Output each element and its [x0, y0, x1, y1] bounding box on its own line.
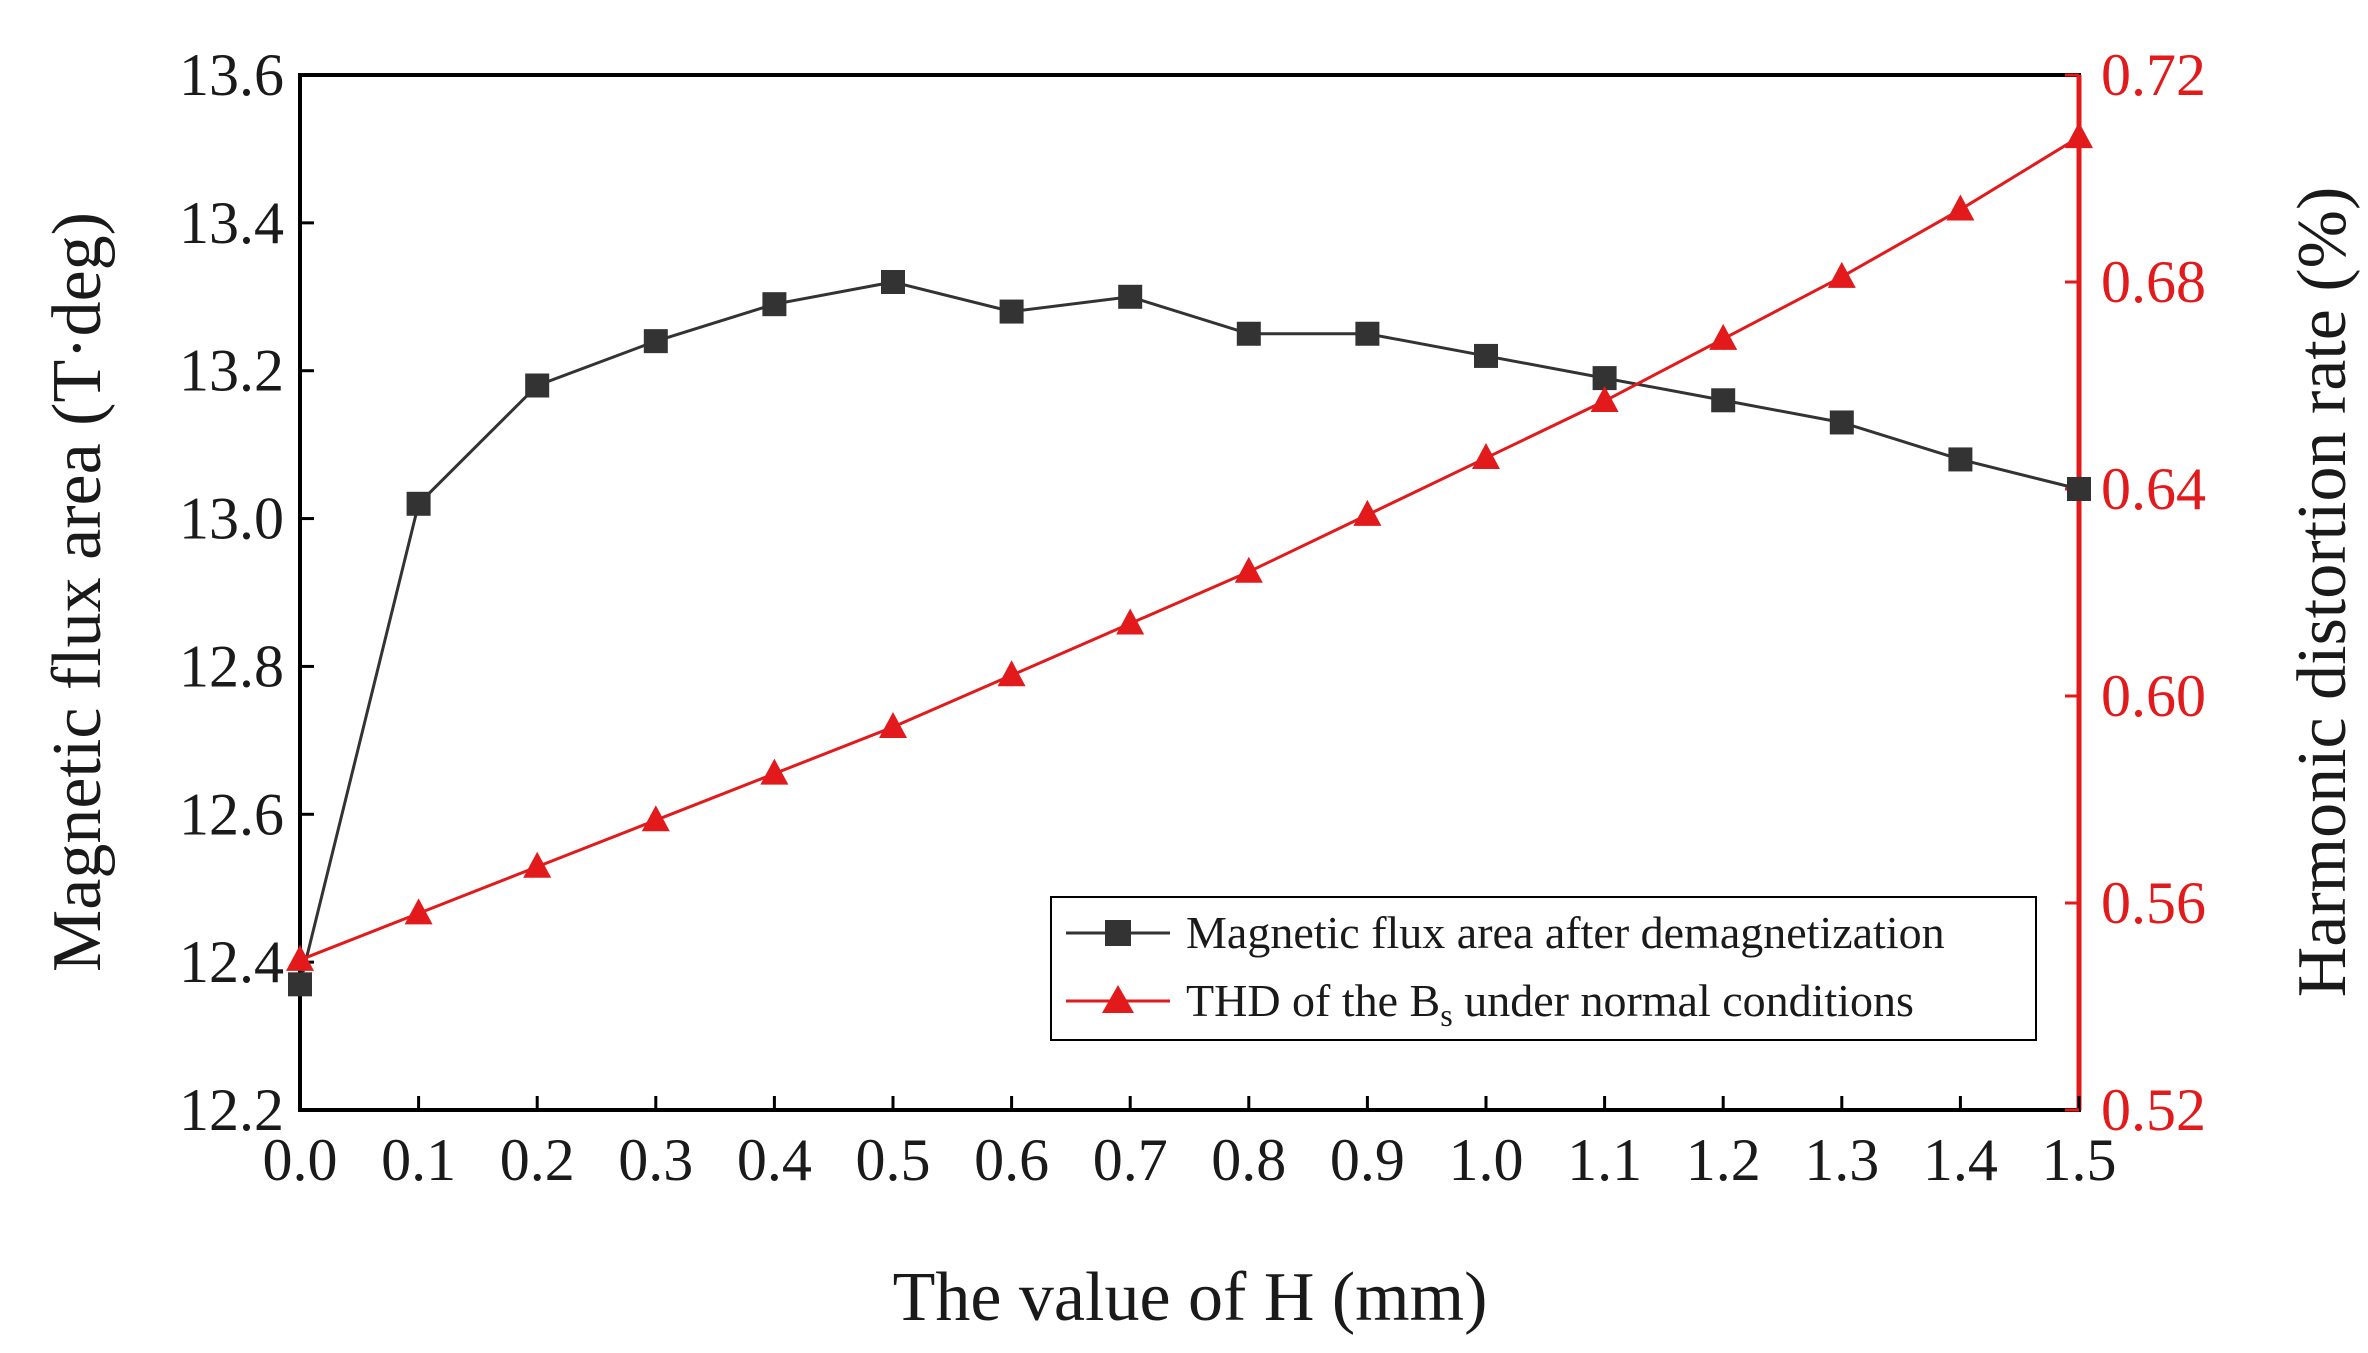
data-point-thd: [1709, 323, 1738, 350]
legend-label-thd: THD of the Bs under normal conditions: [1186, 975, 1914, 1033]
y-tick-label: 12.6: [179, 781, 284, 847]
data-point-thd: [1353, 499, 1382, 526]
series-line-thd: [299, 135, 2080, 962]
data-point-thd: [2065, 122, 2093, 149]
data-point-thd: [879, 712, 907, 739]
data-point-thd: [404, 898, 433, 925]
data-point-thd: [286, 944, 314, 971]
x-tick-label: 0.5: [856, 1127, 931, 1193]
y2-tick-label: 0.68: [2101, 249, 2206, 315]
x-tick-label: 0.4: [737, 1127, 812, 1193]
y-axis-title: Magnetic flux area (T·deg): [39, 212, 116, 972]
legend-marker-flux: [1105, 920, 1131, 946]
x-tick-label: 0.3: [618, 1127, 693, 1193]
data-point-thd: [997, 660, 1026, 687]
x-tick-label: 1.1: [1567, 1127, 1642, 1193]
y-tick-label: 13.4: [179, 190, 284, 256]
x-tick-label: 0.2: [500, 1127, 575, 1193]
data-point-flux: [1355, 321, 1380, 346]
data-point-flux: [1236, 321, 1261, 346]
y2-axis-title: Harmonic distortion rate (%): [2284, 187, 2361, 998]
data-point-thd: [1590, 386, 1619, 413]
data-point-thd: [641, 805, 670, 832]
data-point-flux: [643, 329, 668, 354]
data-point-flux: [1474, 343, 1498, 368]
y-tick-label: 13.6: [179, 42, 284, 108]
y-tick-label: 12.4: [179, 929, 284, 995]
x-tick-label: 1.5: [2042, 1127, 2117, 1193]
data-point-flux: [1829, 410, 1854, 435]
data-point-thd: [760, 758, 789, 785]
legend-box: [1050, 896, 2037, 1041]
data-point-flux: [999, 299, 1024, 324]
x-tick-label: 1.3: [1804, 1127, 1879, 1193]
data-point-flux: [1948, 447, 1973, 472]
x-tick-label: 0.1: [381, 1127, 456, 1193]
y-tick-label: 12.8: [179, 633, 284, 699]
data-point-flux: [1711, 388, 1736, 413]
legend-label-thd-main: THD of the B: [1186, 975, 1440, 1026]
data-point-flux: [525, 373, 550, 398]
x-tick-label: 1.2: [1686, 1127, 1761, 1193]
x-tick-label: 0.0: [263, 1127, 338, 1193]
y2-tick-label: 0.60: [2101, 663, 2206, 729]
y-tick-label: 12.2: [179, 1077, 284, 1143]
data-point-thd: [1116, 608, 1145, 635]
y-tick-label: 13.2: [179, 338, 284, 404]
x-tick-label: 1.4: [1923, 1127, 1998, 1193]
data-point-thd: [523, 851, 552, 878]
y-tick-label: 13.0: [179, 486, 284, 552]
data-point-flux: [406, 491, 431, 516]
y2-tick-label: 0.52: [2101, 1077, 2206, 1143]
data-point-flux: [1118, 284, 1143, 309]
legend-label-flux: Magnetic flux area after demagnetization: [1186, 907, 1945, 958]
x-tick-label: 0.7: [1093, 1127, 1168, 1193]
data-point-flux: [2067, 477, 2091, 501]
data-point-thd: [1472, 442, 1500, 469]
data-point-flux: [288, 972, 312, 997]
legend-label-thd-subscript: s: [1440, 997, 1452, 1033]
data-point-thd: [1234, 556, 1263, 583]
data-point-thd: [1946, 194, 1975, 221]
data-point-flux: [881, 270, 905, 294]
x-tick-label: 0.6: [974, 1127, 1049, 1193]
y2-tick-label: 0.56: [2101, 870, 2206, 936]
data-point-thd: [1827, 261, 1856, 288]
legend-marker-thd: [1102, 985, 1134, 1013]
x-tick-label: 0.9: [1330, 1127, 1405, 1193]
x-axis-title: The value of H (mm): [893, 1259, 1488, 1336]
x-tick-label: 0.8: [1211, 1127, 1286, 1193]
data-point-flux: [762, 292, 787, 317]
legend: Magnetic flux area after demagnetization…: [1050, 896, 2037, 1041]
y2-tick-label: 0.72: [2101, 42, 2206, 108]
legend-label-thd-suffix: under normal conditions: [1453, 975, 1914, 1026]
y2-tick-label: 0.64: [2101, 456, 2206, 522]
series-line-flux: [298, 280, 2080, 985]
x-tick-label: 1.0: [1449, 1127, 1524, 1193]
